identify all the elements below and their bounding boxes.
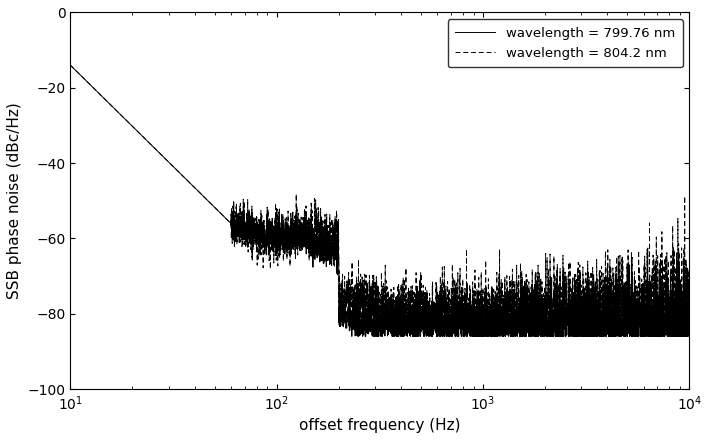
wavelength = 799.76 nm [303, 227, 311, 232]
wavelength = 799.76 nm [685, 334, 693, 339]
Legend: wavelength = 799.76 nm, wavelength = 804.2 nm: wavelength = 799.76 nm, wavelength = 804… [447, 19, 683, 67]
Y-axis label: SSB phase noise (dBc/Hz): SSB phase noise (dBc/Hz) [7, 103, 22, 299]
wavelength = 804.2 nm [303, 220, 311, 226]
wavelength = 804.2 nm [575, 272, 584, 277]
wavelength = 804.2 nm [685, 323, 693, 328]
X-axis label: offset frequency (Hz): offset frequency (Hz) [299, 418, 461, 433]
wavelength = 799.76 nm [469, 298, 477, 304]
wavelength = 799.76 nm [528, 326, 537, 331]
wavelength = 804.2 nm [179, 173, 187, 179]
wavelength = 804.2 nm [66, 62, 74, 68]
wavelength = 799.76 nm [347, 334, 356, 339]
wavelength = 799.76 nm [437, 306, 446, 311]
Line: wavelength = 804.2 nm: wavelength = 804.2 nm [70, 65, 689, 325]
wavelength = 799.76 nm [66, 62, 74, 68]
wavelength = 799.76 nm [179, 173, 187, 179]
wavelength = 804.2 nm [528, 323, 537, 328]
wavelength = 804.2 nm [335, 323, 343, 328]
wavelength = 804.2 nm [437, 301, 446, 307]
wavelength = 804.2 nm [469, 297, 477, 303]
Line: wavelength = 799.76 nm: wavelength = 799.76 nm [70, 65, 689, 336]
wavelength = 799.76 nm [575, 334, 584, 339]
